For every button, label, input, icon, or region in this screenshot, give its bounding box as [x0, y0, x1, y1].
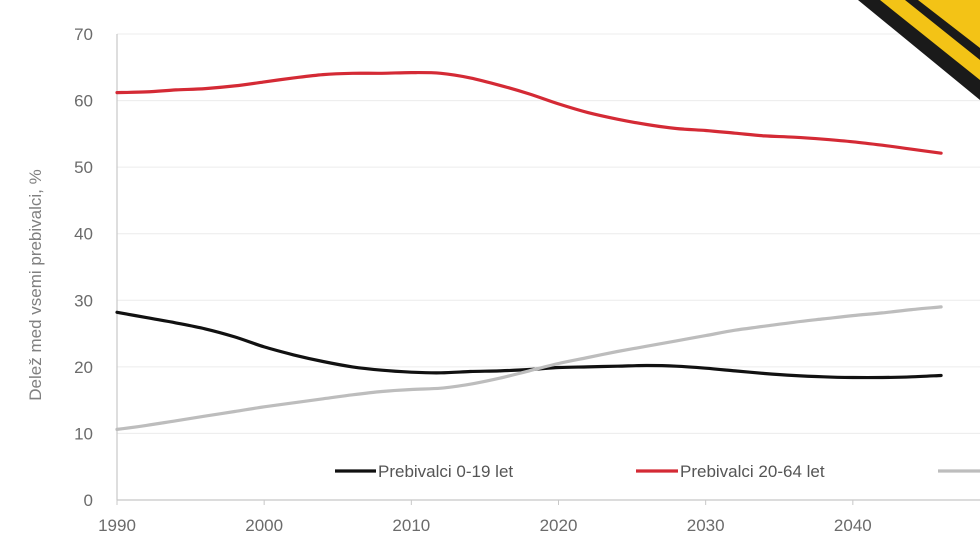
road-sign-icon — [858, 0, 980, 100]
gridlines — [117, 33, 980, 434]
y-tick-label: 50 — [74, 158, 93, 177]
series-line-0-19 — [115, 310, 943, 380]
x-tick-label: 2040 — [834, 516, 872, 535]
y-tick-label: 20 — [74, 358, 93, 377]
y-tick-label: 70 — [74, 25, 93, 44]
legend-label: Prebivalci 0-19 let — [378, 462, 513, 481]
series-line-20-64 — [115, 70, 943, 155]
y-tick-label: 40 — [74, 225, 93, 244]
legend-label: Prebivalci 20-64 let — [680, 462, 825, 481]
x-tick-label: 1990 — [98, 516, 136, 535]
y-tick-label: 60 — [74, 92, 93, 111]
y-tick-label: 30 — [74, 291, 93, 310]
series-line-65-plus — [115, 305, 943, 431]
legend: Prebivalci 0-19 let Prebivalci 20-64 let — [335, 462, 980, 481]
x-tick-label: 2020 — [540, 516, 578, 535]
y-axis-title: Delež med vsemi prebivalci, % — [26, 169, 45, 400]
x-tick-label: 2000 — [245, 516, 283, 535]
x-tick-label: 2010 — [392, 516, 430, 535]
series-lines — [115, 70, 943, 431]
x-tick-label: 2030 — [687, 516, 725, 535]
y-tick-label: 10 — [74, 424, 93, 443]
y-tick-label: 0 — [84, 491, 93, 510]
